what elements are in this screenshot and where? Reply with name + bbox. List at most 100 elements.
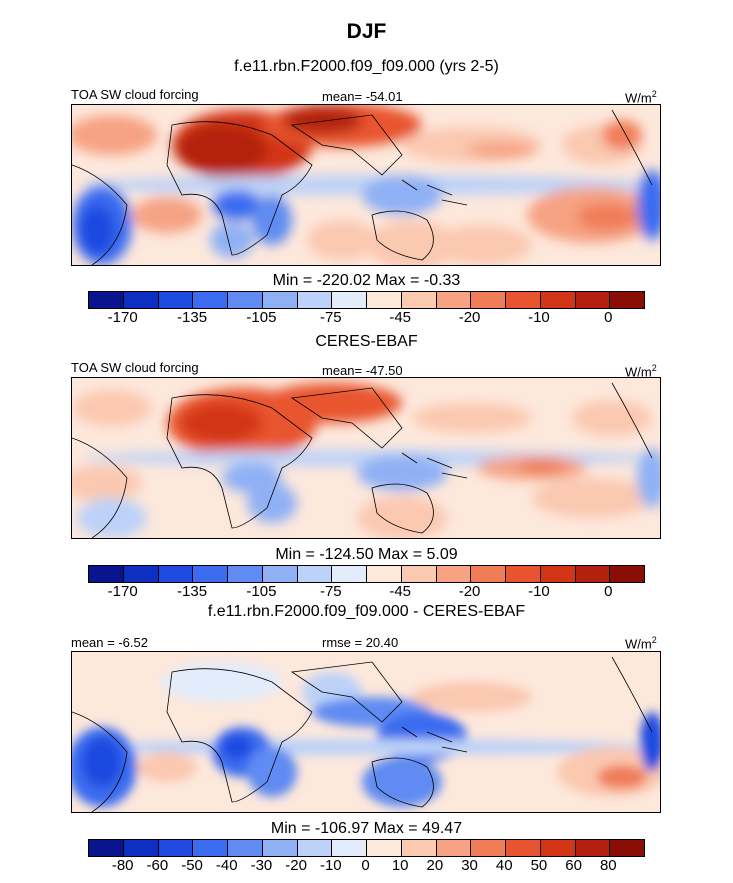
colorbar-tick-label: -20 — [458, 583, 481, 600]
colorbar-tick-label: 60 — [565, 857, 582, 874]
panel3-map — [71, 651, 661, 813]
colorbar-swatch-13 — [540, 840, 576, 856]
colorbar-swatch-3 — [193, 840, 228, 856]
colorbar-tick-label: -75 — [319, 583, 342, 600]
colorbar-tick-label: 80 — [599, 857, 617, 874]
panel2-minmax: Min = -124.50 Max = 5.09 — [275, 546, 458, 563]
colorbar-swatch-11 — [471, 566, 506, 582]
panel1-field — [72, 105, 660, 265]
colorbar-swatch-1 — [123, 292, 159, 308]
colorbar-swatch-13 — [540, 292, 576, 308]
panel1-heading: f.e11.rbn.F2000.f09_f09.000 (yrs 2-5) — [234, 58, 499, 75]
colorbar-swatch-4 — [228, 566, 263, 582]
colorbar-tick-label: -170 — [107, 309, 138, 326]
panel2-heading: CERES-EBAF — [315, 333, 418, 350]
panel3-coastlines — [72, 656, 653, 812]
colorbar-tick-label: -135 — [177, 583, 208, 600]
colorbar-swatch-3 — [193, 566, 228, 582]
colorbar-swatch-11 — [471, 292, 506, 308]
colorbar-tick-label: -50 — [181, 857, 203, 874]
panel3-field — [72, 662, 660, 807]
panel1-colorbar — [88, 291, 645, 309]
panel1-units: W/m2 — [625, 89, 657, 106]
panel3-units: W/m2 — [625, 635, 657, 652]
panel2-map-svg — [72, 378, 660, 538]
colorbar-tick-label: -10 — [528, 583, 550, 600]
colorbar-swatch-14 — [575, 840, 611, 856]
colorbar-swatch-13 — [540, 566, 576, 582]
colorbar-swatch-4 — [228, 840, 263, 856]
colorbar-tick-label: 20 — [426, 857, 444, 874]
colorbar-tick-label: 10 — [391, 857, 409, 874]
colorbar-swatch-4 — [228, 292, 263, 308]
colorbar-tick-label: -30 — [250, 857, 273, 874]
panel2-units: W/m2 — [625, 363, 657, 380]
panel3-mean-label: mean = -6.52 — [71, 635, 148, 650]
panel1-coastlines — [72, 109, 653, 265]
colorbar-swatch-7 — [332, 840, 367, 856]
colorbar-swatch-7 — [332, 566, 367, 582]
colorbar-swatch-14 — [575, 292, 611, 308]
colorbar-swatch-5 — [262, 292, 298, 308]
colorbar-tick-label: -75 — [319, 309, 342, 326]
figure-title: DJF — [346, 20, 387, 43]
colorbar-swatch-0 — [89, 566, 124, 582]
colorbar-swatch-10 — [436, 292, 472, 308]
panel2-colorbar — [88, 565, 645, 583]
colorbar-tick-label: -10 — [319, 857, 342, 874]
colorbar-swatch-15 — [610, 566, 644, 582]
colorbar-tick-label: 0 — [361, 857, 370, 874]
colorbar-swatch-6 — [297, 840, 333, 856]
colorbar-tick-label: -135 — [177, 309, 208, 326]
colorbar-tick-label: -20 — [458, 309, 481, 326]
colorbar-swatch-5 — [262, 840, 298, 856]
panel3-rmse-label: rmse = 20.40 — [322, 635, 399, 650]
panel1-variable-label: TOA SW cloud forcing — [71, 87, 199, 102]
colorbar-tick-label: -105 — [246, 309, 277, 326]
colorbar-swatch-9 — [401, 566, 437, 582]
colorbar-swatch-8 — [367, 292, 402, 308]
panel1-mean-label: mean= -54.01 — [322, 89, 403, 104]
colorbar-tick-label: -80 — [111, 857, 134, 874]
colorbar-swatch-12 — [506, 292, 541, 308]
colorbar-swatch-9 — [401, 292, 437, 308]
panel2-coastlines — [72, 382, 653, 538]
panel3-minmax: Min = -106.97 Max = 49.47 — [270, 820, 463, 837]
colorbar-tick-label: -45 — [389, 309, 412, 326]
colorbar-swatch-8 — [367, 840, 402, 856]
colorbar-swatch-15 — [610, 840, 644, 856]
panel2-field — [72, 383, 660, 538]
colorbar-swatch-9 — [401, 840, 437, 856]
panel1-minmax: Min = -220.02 Max = -0.33 — [272, 272, 461, 289]
colorbar-swatch-0 — [89, 292, 124, 308]
colorbar-swatch-15 — [610, 292, 644, 308]
colorbar-tick-label: -20 — [285, 857, 307, 874]
colorbar-swatch-6 — [297, 566, 333, 582]
colorbar-tick-label: 40 — [495, 857, 513, 874]
panel2-mean-label: mean= -47.50 — [322, 363, 403, 378]
colorbar-swatch-2 — [158, 566, 194, 582]
colorbar-swatch-0 — [89, 840, 124, 856]
panel3-heading: f.e11.rbn.F2000.f09_f09.000 - CERES-EBAF — [207, 603, 526, 620]
colorbar-tick-label: 0 — [604, 309, 613, 326]
colorbar-tick-label: 50 — [530, 857, 548, 874]
panel1-map-svg — [72, 105, 660, 265]
colorbar-swatch-1 — [123, 840, 159, 856]
colorbar-swatch-2 — [158, 292, 194, 308]
colorbar-swatch-12 — [506, 566, 541, 582]
colorbar-swatch-11 — [471, 840, 506, 856]
panel2-map — [71, 377, 661, 539]
colorbar-swatch-5 — [262, 566, 298, 582]
panel3-map-svg — [72, 652, 660, 812]
colorbar-swatch-10 — [436, 840, 472, 856]
colorbar-swatch-3 — [193, 292, 228, 308]
colorbar-swatch-1 — [123, 566, 159, 582]
panel2-variable-label: TOA SW cloud forcing — [71, 360, 199, 375]
colorbar-swatch-6 — [297, 292, 333, 308]
colorbar-swatch-8 — [367, 566, 402, 582]
colorbar-tick-label: -45 — [389, 583, 412, 600]
colorbar-swatch-2 — [158, 840, 194, 856]
colorbar-tick-label: -170 — [107, 583, 138, 600]
colorbar-swatch-14 — [575, 566, 611, 582]
colorbar-tick-label: -105 — [246, 583, 277, 600]
